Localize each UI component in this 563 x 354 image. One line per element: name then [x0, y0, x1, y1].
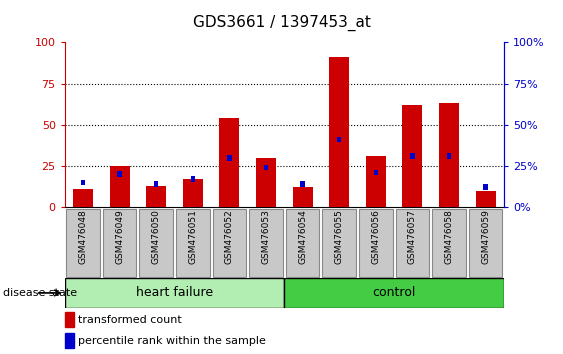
FancyBboxPatch shape [213, 209, 246, 277]
Bar [484, 184, 488, 190]
FancyBboxPatch shape [469, 209, 502, 277]
Bar [256, 158, 276, 207]
Bar [447, 153, 451, 159]
Text: heart failure: heart failure [136, 286, 213, 299]
FancyBboxPatch shape [176, 209, 209, 277]
Bar [439, 103, 459, 207]
Text: GSM476054: GSM476054 [298, 209, 307, 264]
FancyBboxPatch shape [66, 209, 100, 277]
Text: disease state: disease state [3, 288, 77, 298]
Bar [227, 155, 231, 161]
Bar [183, 179, 203, 207]
Bar [81, 179, 85, 185]
Bar [65, 312, 74, 327]
FancyBboxPatch shape [432, 209, 466, 277]
Bar [146, 186, 166, 207]
FancyBboxPatch shape [103, 209, 136, 277]
Text: GSM476057: GSM476057 [408, 209, 417, 264]
Text: GSM476052: GSM476052 [225, 209, 234, 264]
Text: GSM476059: GSM476059 [481, 209, 490, 264]
Bar [366, 156, 386, 207]
Bar [410, 153, 414, 159]
Bar [403, 105, 422, 207]
Bar [65, 278, 284, 308]
Text: GSM476049: GSM476049 [115, 209, 124, 264]
Bar [118, 171, 122, 177]
Bar [374, 170, 378, 175]
Text: GSM476050: GSM476050 [152, 209, 160, 264]
Text: GSM476048: GSM476048 [79, 209, 87, 264]
Text: GSM476051: GSM476051 [189, 209, 197, 264]
Bar [65, 333, 74, 348]
FancyBboxPatch shape [140, 209, 173, 277]
Text: GDS3661 / 1397453_at: GDS3661 / 1397453_at [193, 15, 370, 31]
Bar [301, 181, 305, 187]
Bar [73, 189, 93, 207]
FancyBboxPatch shape [359, 209, 392, 277]
Text: GSM476056: GSM476056 [372, 209, 380, 264]
Text: percentile rank within the sample: percentile rank within the sample [78, 336, 266, 346]
FancyBboxPatch shape [323, 209, 356, 277]
Bar [220, 118, 239, 207]
Bar [329, 57, 349, 207]
Text: GSM476055: GSM476055 [335, 209, 343, 264]
Bar [476, 190, 495, 207]
Bar [110, 166, 129, 207]
FancyBboxPatch shape [249, 209, 283, 277]
FancyBboxPatch shape [286, 209, 319, 277]
Bar [154, 181, 158, 187]
Bar [293, 187, 312, 207]
Text: control: control [372, 286, 416, 299]
Bar [284, 278, 504, 308]
Bar [191, 176, 195, 182]
Text: GSM476053: GSM476053 [262, 209, 270, 264]
Text: GSM476058: GSM476058 [445, 209, 453, 264]
Bar [264, 165, 268, 171]
Bar [337, 137, 341, 142]
FancyBboxPatch shape [396, 209, 429, 277]
Text: transformed count: transformed count [78, 315, 182, 325]
